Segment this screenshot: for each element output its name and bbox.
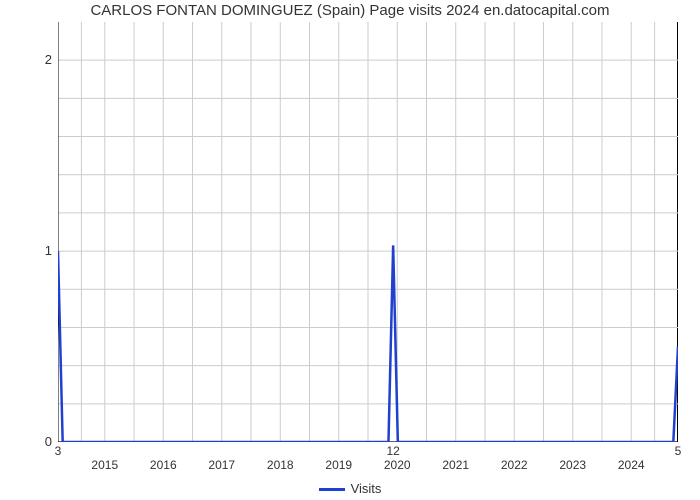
- chart-legend: Visits: [0, 481, 700, 496]
- x-tick-label: 2016: [150, 458, 177, 472]
- x-tick-label: 2015: [91, 458, 118, 472]
- point-annotation: 12: [386, 444, 399, 458]
- chart-title: CARLOS FONTAN DOMINGUEZ (Spain) Page vis…: [0, 2, 700, 19]
- legend-swatch: [319, 488, 345, 491]
- x-tick-label: 2024: [618, 458, 645, 472]
- legend-label: Visits: [351, 481, 382, 496]
- y-tick-label: 1: [12, 243, 52, 258]
- x-tick-label: 2017: [208, 458, 235, 472]
- point-annotation: 3: [55, 444, 62, 458]
- x-tick-label: 2023: [559, 458, 586, 472]
- x-tick-label: 2019: [325, 458, 352, 472]
- x-tick-label: 2020: [384, 458, 411, 472]
- y-tick-label: 0: [12, 434, 52, 449]
- chart-plot-area: [58, 22, 678, 442]
- point-annotation: 5: [675, 444, 682, 458]
- y-tick-label: 2: [12, 52, 52, 67]
- x-tick-label: 2018: [267, 458, 294, 472]
- x-tick-label: 2021: [442, 458, 469, 472]
- x-tick-label: 2022: [501, 458, 528, 472]
- chart-svg: [58, 22, 678, 442]
